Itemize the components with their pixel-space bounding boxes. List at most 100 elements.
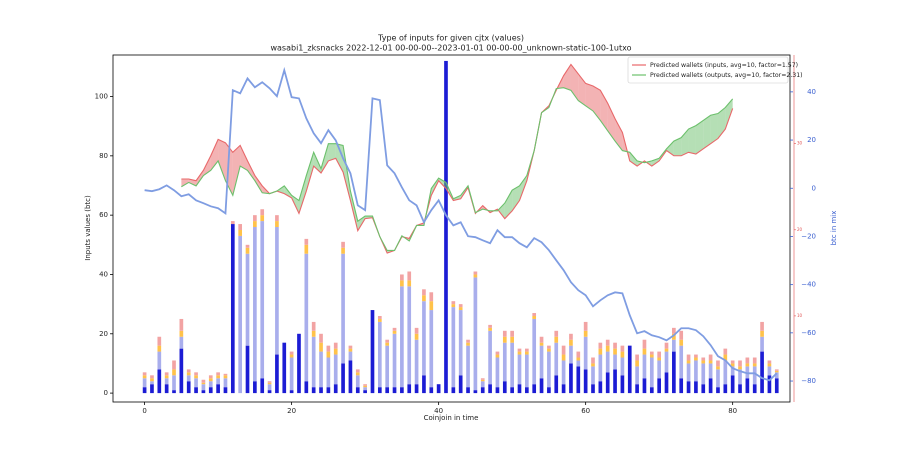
bar-segment [429,310,434,388]
bar-segment [547,345,551,349]
bar-segment [341,241,345,248]
bar-segment [672,333,676,340]
bar-segment [539,345,544,379]
bar-segment [319,333,323,343]
bar-segment [745,357,750,364]
bar-segment [451,301,456,305]
bar-segment [635,366,639,385]
bar-segment [179,348,184,394]
bar-segment [275,354,279,394]
bar-segment [385,339,390,343]
fill-between [196,170,204,186]
legend-box [627,56,789,84]
bar-segment [311,336,316,388]
bar-segment [429,292,434,302]
bar-segment [694,354,698,358]
bar-segment [466,345,470,388]
bar-segment [267,382,272,385]
fill-between [629,152,638,167]
bar-segment [672,327,676,334]
bar-segment [583,336,588,370]
bar-segment [730,360,735,364]
bar-segment [694,357,698,361]
bar-segment [348,348,353,352]
bar-segment [569,345,573,364]
bar-segment [150,378,154,382]
bar-segment [561,360,566,385]
bar-segment [591,357,595,364]
bar-segment [686,354,691,361]
bar-segment [642,339,647,349]
bar-segment [502,336,507,343]
legend-label: Predicted wallets (outputs, avg=10, fact… [650,72,803,79]
chart-title: Type of inputs for given cjtx (values) [377,34,524,43]
bar-segment [194,375,198,379]
bar-segment [767,360,772,364]
bar-segment [517,384,522,394]
bar-segment [208,381,213,388]
bar-segment [275,221,279,228]
bar-segment [583,369,588,394]
bar-segment [150,384,154,394]
bar-segment [701,360,706,364]
bar-segment [451,387,456,394]
bar-segment [422,375,426,394]
x-tick-label: 60 [581,407,590,415]
bar-segment [289,351,294,355]
bar-segment [767,363,772,367]
bar-segment [157,345,162,352]
fill-between [335,143,344,173]
fill-between [504,190,513,219]
bar-segment [400,387,404,394]
bar-segment [510,387,514,394]
bar-segment [723,348,728,355]
bar-segment [164,384,169,394]
bar-segment [201,390,206,394]
bar-segment [429,387,434,394]
line [181,87,734,252]
bar-segment [289,390,294,394]
y2-tick-label: −20 [801,232,816,240]
bar-segment [694,381,698,394]
bar-segment [613,348,617,355]
bar-segment [414,333,419,340]
bar-segment [532,315,537,319]
bar-segment [422,289,426,296]
bar-segment [363,384,367,386]
bar-segment [679,339,684,346]
bar-segment [495,351,500,355]
y-axis-label: Inputs values (btc) [84,195,92,261]
bar-segment [480,381,485,388]
bar-segment [216,375,220,379]
bar-segment [414,384,419,394]
bar-segment [407,280,412,287]
bar-segment [363,387,367,391]
bar-segment [708,363,713,379]
bar-segment [672,339,676,352]
y-tick-label: 60 [99,211,108,219]
bar-segment [760,336,764,352]
bar-segment [326,387,331,394]
bar-segment [657,351,661,358]
line [144,66,778,382]
bar-segment [591,363,595,367]
x-tick-label: 0 [142,407,146,415]
bar-segment [186,369,191,373]
y3-tick-label: 10 [797,313,803,318]
bar-segment [326,351,331,358]
bar-segment [649,357,654,388]
bar-segment [525,351,529,355]
bar-segment [142,375,147,379]
bar-segment [620,375,625,394]
bar-segment [179,330,184,337]
bar-segment [473,390,478,394]
bar-segment [392,327,397,331]
bar-segment [304,238,309,245]
bar-segment [694,360,698,382]
bar-segment [466,387,470,394]
x-axis-label: Coinjoin in time [424,414,479,422]
bar-segment [723,384,728,394]
bar-segment [576,351,581,358]
x-tick-label: 40 [434,407,443,415]
bar-segment [150,375,154,379]
